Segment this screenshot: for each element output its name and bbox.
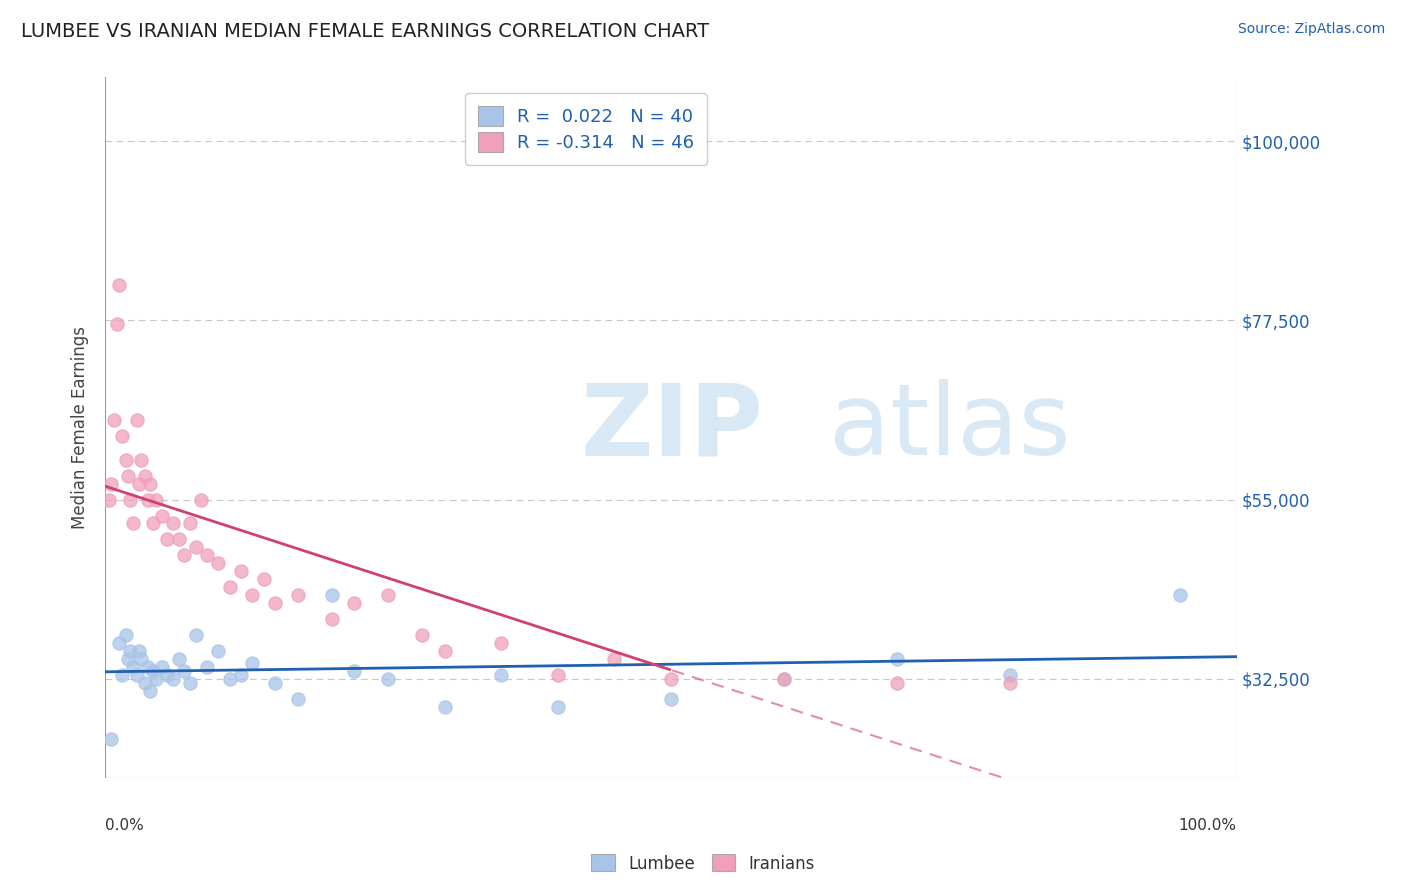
Point <box>190 492 212 507</box>
Point <box>114 452 136 467</box>
Point <box>264 596 287 610</box>
Point <box>207 644 229 658</box>
Point <box>120 492 142 507</box>
Point <box>659 691 682 706</box>
Point <box>162 516 184 531</box>
Point <box>377 588 399 602</box>
Point <box>131 652 153 666</box>
Y-axis label: Median Female Earnings: Median Female Earnings <box>72 326 89 530</box>
Point <box>489 636 512 650</box>
Point <box>207 557 229 571</box>
Point <box>173 549 195 563</box>
Point <box>1000 668 1022 682</box>
Point <box>659 672 682 686</box>
Point <box>156 533 179 547</box>
Text: 0.0%: 0.0% <box>105 818 143 833</box>
Point <box>287 588 309 602</box>
Text: 100.0%: 100.0% <box>1178 818 1237 833</box>
Text: LUMBEE VS IRANIAN MEDIAN FEMALE EARNINGS CORRELATION CHART: LUMBEE VS IRANIAN MEDIAN FEMALE EARNINGS… <box>21 22 709 41</box>
Point <box>264 675 287 690</box>
Point <box>886 675 908 690</box>
Point <box>184 628 207 642</box>
Point <box>97 492 120 507</box>
Point <box>134 468 156 483</box>
Point <box>128 476 150 491</box>
Point <box>145 492 167 507</box>
Point <box>195 660 218 674</box>
Point <box>343 596 366 610</box>
Point <box>128 644 150 658</box>
Text: atlas: atlas <box>830 379 1071 476</box>
Point <box>134 675 156 690</box>
Point <box>117 468 139 483</box>
Point <box>139 683 162 698</box>
Point <box>150 660 173 674</box>
Point <box>1168 588 1191 602</box>
Point <box>179 516 201 531</box>
Point <box>150 508 173 523</box>
Text: ZIP: ZIP <box>581 379 763 476</box>
Point <box>411 628 433 642</box>
Point <box>167 533 190 547</box>
Point <box>103 413 125 427</box>
Point <box>100 731 122 746</box>
Point <box>377 672 399 686</box>
Point <box>547 699 569 714</box>
Point <box>136 660 159 674</box>
Point <box>142 664 165 678</box>
Point <box>105 318 128 332</box>
Point <box>195 549 218 563</box>
Point <box>117 652 139 666</box>
Point <box>120 644 142 658</box>
Point <box>179 675 201 690</box>
Point <box>433 644 456 658</box>
Point <box>145 672 167 686</box>
Point <box>773 672 796 686</box>
Point <box>252 572 274 586</box>
Point <box>433 699 456 714</box>
Legend: R =  0.022   N = 40, R = -0.314   N = 46: R = 0.022 N = 40, R = -0.314 N = 46 <box>465 94 707 165</box>
Point <box>122 660 145 674</box>
Text: Source: ZipAtlas.com: Source: ZipAtlas.com <box>1237 22 1385 37</box>
Point <box>111 429 134 443</box>
Point <box>1000 675 1022 690</box>
Legend: Lumbee, Iranians: Lumbee, Iranians <box>585 847 821 880</box>
Point <box>167 652 190 666</box>
Point <box>111 668 134 682</box>
Point <box>229 668 252 682</box>
Point <box>547 668 569 682</box>
Point <box>125 413 148 427</box>
Point <box>287 691 309 706</box>
Point <box>162 672 184 686</box>
Point <box>218 672 240 686</box>
Point <box>136 492 159 507</box>
Point <box>125 668 148 682</box>
Point <box>343 664 366 678</box>
Point <box>156 668 179 682</box>
Point <box>321 588 343 602</box>
Point <box>107 636 129 650</box>
Point <box>107 277 129 292</box>
Point <box>489 668 512 682</box>
Point <box>142 516 165 531</box>
Point <box>114 628 136 642</box>
Point <box>218 580 240 594</box>
Point <box>100 476 122 491</box>
Point <box>603 652 626 666</box>
Point <box>886 652 908 666</box>
Point <box>184 541 207 555</box>
Point <box>773 672 796 686</box>
Point <box>139 476 162 491</box>
Point <box>240 588 263 602</box>
Point <box>321 612 343 626</box>
Point <box>229 564 252 578</box>
Point <box>240 656 263 670</box>
Point <box>131 452 153 467</box>
Point <box>173 664 195 678</box>
Point <box>122 516 145 531</box>
